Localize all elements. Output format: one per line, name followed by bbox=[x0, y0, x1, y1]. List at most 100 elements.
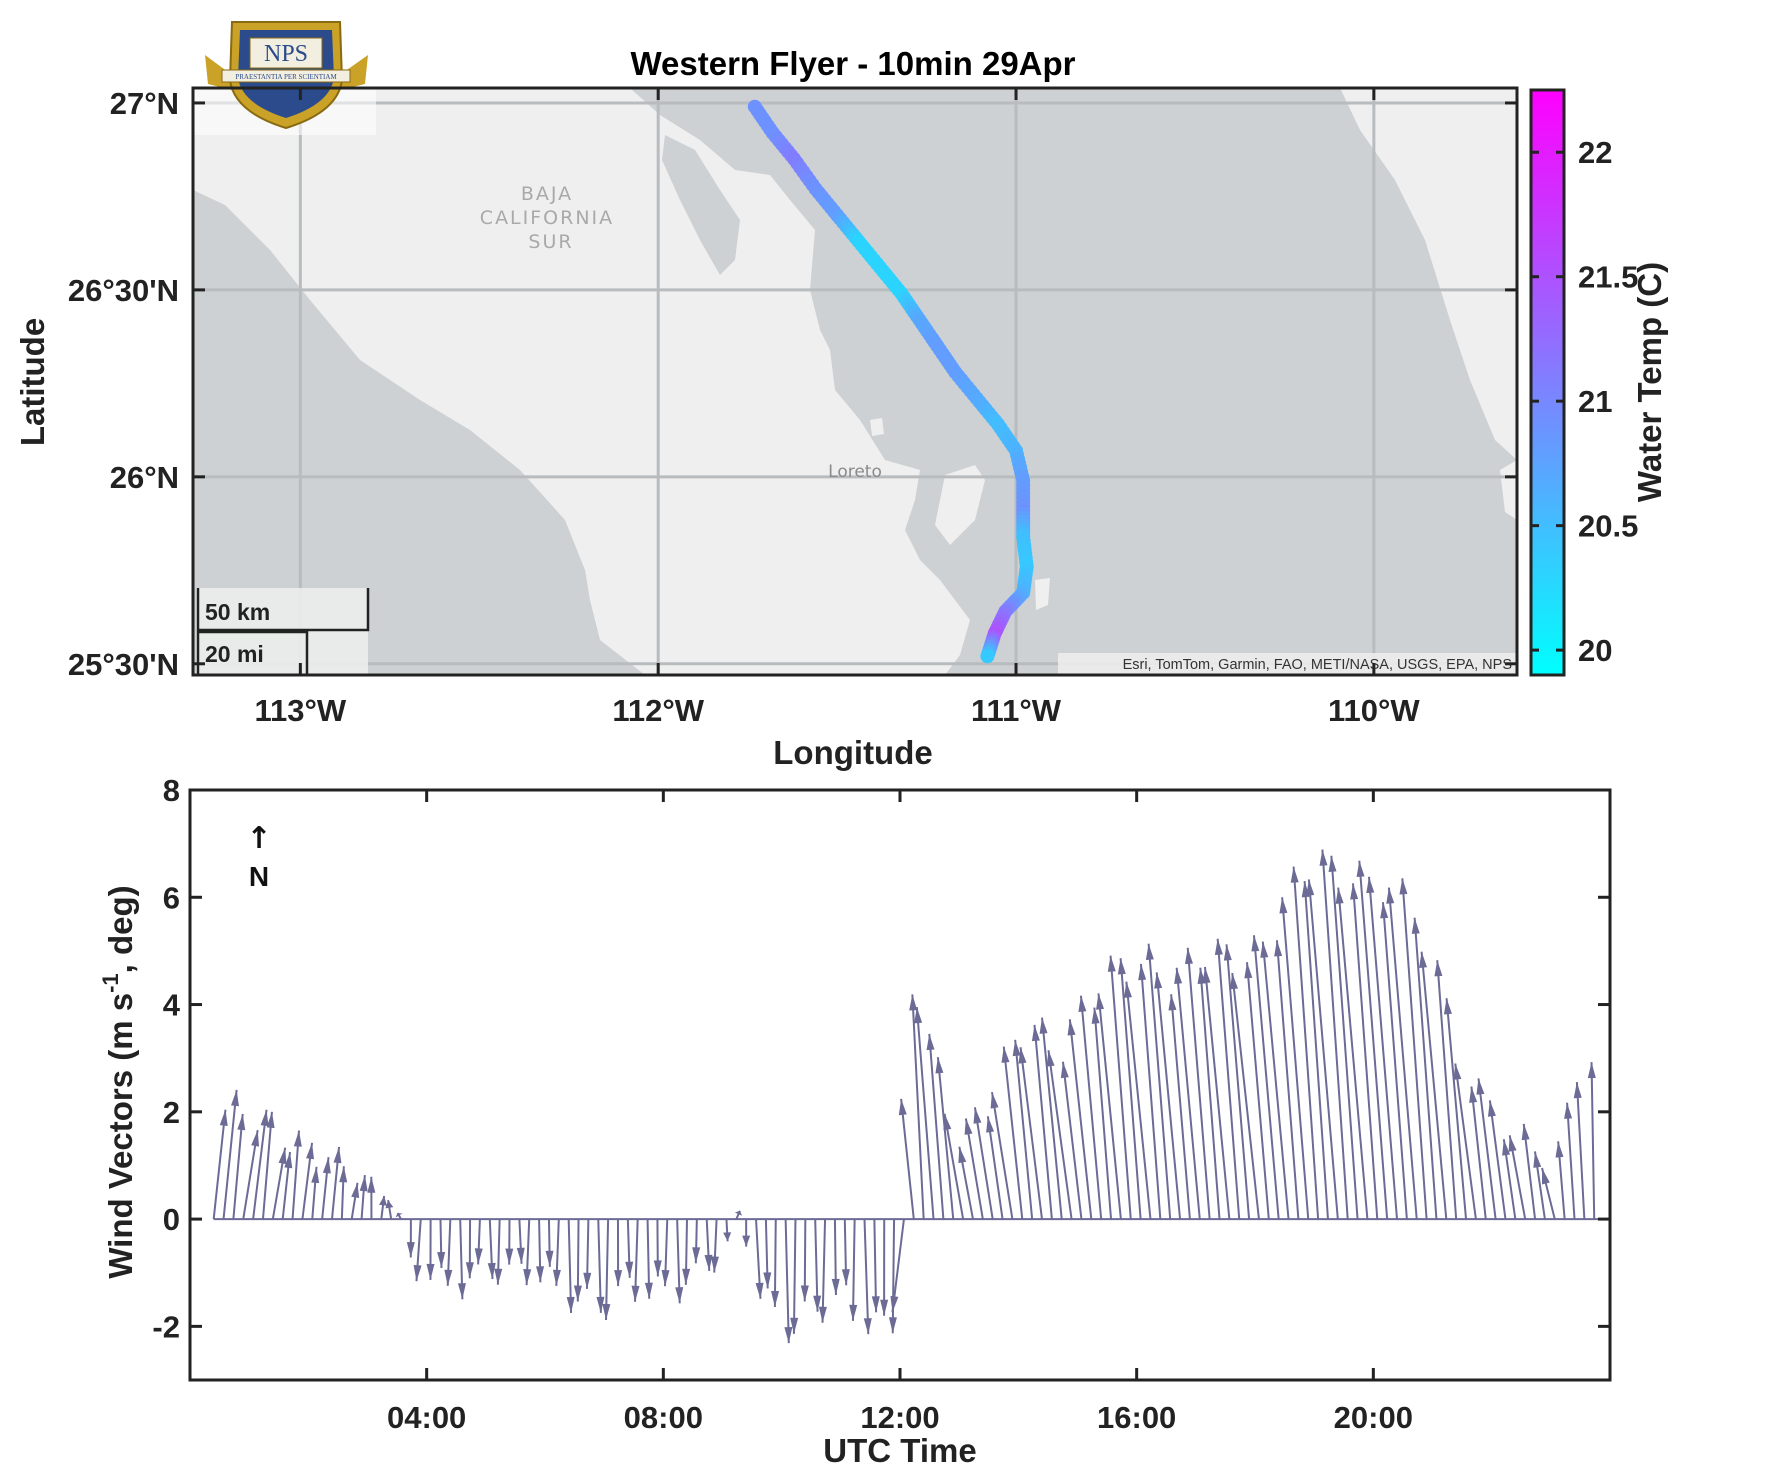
wind-vector bbox=[1337, 887, 1369, 1220]
wind-vector bbox=[1093, 1007, 1113, 1220]
north-label: N bbox=[249, 861, 269, 892]
wind-y-label: Wind Vectors (m s-1, deg) bbox=[98, 885, 139, 1278]
wind-vector-head bbox=[437, 1251, 446, 1269]
wind-vector-head bbox=[367, 1176, 376, 1193]
ship-track bbox=[747, 99, 1034, 664]
scale-bar-mi bbox=[196, 630, 309, 674]
wind-vector-head bbox=[545, 1250, 554, 1267]
wind-vector-head bbox=[251, 1130, 260, 1147]
wind-vector bbox=[1401, 878, 1428, 1220]
wind-vector-head bbox=[1319, 849, 1328, 866]
wind-vector-head bbox=[1356, 860, 1365, 877]
north-arrow-icon: ↑ bbox=[246, 821, 271, 856]
wind-vector-head bbox=[1328, 855, 1337, 872]
wind-vector-head bbox=[1386, 887, 1395, 904]
wind-vector bbox=[1590, 1062, 1596, 1220]
nps-logo: NPS PRAESTANTIA PER SCIENTIAM bbox=[193, 21, 376, 135]
map-frame bbox=[191, 86, 1519, 677]
wind-vector-head bbox=[1573, 1082, 1582, 1099]
wind-vector-head bbox=[614, 1270, 623, 1287]
wind-vector bbox=[1330, 855, 1359, 1220]
wind-vector bbox=[1019, 1047, 1043, 1220]
wind-vector-head bbox=[625, 1261, 634, 1278]
wind-vector-head bbox=[1508, 1135, 1517, 1152]
wind-vector-head bbox=[1555, 1141, 1564, 1158]
wind-vector bbox=[1061, 1061, 1083, 1220]
map-attribution: Esri, TomTom, Garmin, FAO, METI/NASA, US… bbox=[1123, 657, 1512, 673]
wind-vector bbox=[1047, 1050, 1073, 1220]
wind-vector bbox=[986, 1116, 1004, 1220]
wind-vector bbox=[943, 1113, 965, 1220]
map-x-label: Longitude bbox=[773, 734, 932, 771]
wind-vector bbox=[1275, 940, 1300, 1220]
wind-vector bbox=[1216, 938, 1241, 1220]
wind-y-tick-label: -2 bbox=[152, 1309, 180, 1344]
wind-vector-head bbox=[1091, 1007, 1100, 1024]
wind-vector bbox=[222, 1089, 238, 1220]
wind-vector-head bbox=[1366, 876, 1375, 894]
track-point bbox=[980, 649, 995, 664]
map-x-tick-label: 111°W bbox=[971, 693, 1062, 728]
wind-vector bbox=[1175, 967, 1201, 1220]
wind-vector bbox=[1155, 972, 1182, 1220]
wind-vector-head bbox=[573, 1285, 582, 1302]
logo-ribbon bbox=[221, 69, 351, 83]
wind-vector-head bbox=[1434, 960, 1443, 977]
colorbar-tick-label: 21.5 bbox=[1578, 260, 1638, 295]
wind-vector-head bbox=[1279, 897, 1288, 914]
wind-vector bbox=[991, 1091, 1014, 1220]
wind-vector-head bbox=[1012, 1039, 1021, 1057]
wind-vector bbox=[1281, 897, 1310, 1220]
wind-vector bbox=[1470, 1086, 1487, 1220]
wind-vector-head bbox=[1251, 935, 1260, 952]
map-gridlines bbox=[193, 88, 1517, 675]
wind-vector-head bbox=[973, 1107, 982, 1124]
wind-vector-head bbox=[1542, 1167, 1550, 1185]
wind-vector-head bbox=[351, 1182, 360, 1198]
wind-vector-head bbox=[516, 1247, 525, 1264]
colorbar-tick-label: 20 bbox=[1578, 633, 1612, 668]
wind-vector-head bbox=[1290, 866, 1299, 883]
wind-vector-head bbox=[552, 1269, 561, 1286]
wind-vector bbox=[1225, 944, 1251, 1220]
wind-vector-head bbox=[237, 1113, 246, 1131]
wind-vector-head bbox=[909, 994, 918, 1011]
wind-vector bbox=[1119, 958, 1142, 1220]
wind-vector-head bbox=[1001, 1046, 1010, 1063]
wind-vector bbox=[1147, 943, 1172, 1220]
wind-vector-head bbox=[849, 1304, 858, 1321]
wind-vector-head bbox=[1018, 1047, 1027, 1064]
wind-vector-head bbox=[426, 1263, 435, 1280]
wind-vector bbox=[1261, 941, 1290, 1220]
wind-plot-area bbox=[190, 790, 1610, 1380]
wind-vector-head bbox=[771, 1290, 780, 1308]
wind-vector bbox=[1203, 966, 1231, 1220]
chart-title: Western Flyer - 10min 29Apr bbox=[630, 45, 1075, 82]
wind-vector-head bbox=[1443, 998, 1452, 1015]
wind-vector bbox=[1246, 962, 1270, 1220]
wind-vector bbox=[1454, 1063, 1477, 1220]
wind-vector-head bbox=[784, 1327, 793, 1344]
wind-vector-head bbox=[494, 1268, 503, 1285]
wind-vector bbox=[1307, 879, 1339, 1220]
map-y-tick-label: 26°30'N bbox=[68, 273, 179, 308]
wind-x-label: UTC Time bbox=[823, 1432, 976, 1469]
map-city-label: Loreto bbox=[828, 462, 882, 482]
wind-y-tick-label: 2 bbox=[163, 1095, 180, 1130]
wind-x-tick-labels: 04:00 08:00 12:00 16:00 20:00 bbox=[387, 1400, 1413, 1435]
wind-vector bbox=[1068, 1019, 1093, 1220]
wind-x-tick-label: 16:00 bbox=[1097, 1400, 1176, 1435]
wind-vector bbox=[1445, 998, 1468, 1220]
wind-vector bbox=[792, 1219, 797, 1334]
wind-ticks bbox=[190, 788, 1610, 1380]
wind-vector-head bbox=[1124, 981, 1132, 998]
region-label-line: CALIFORNIA bbox=[480, 207, 614, 229]
wind-vector-head bbox=[1039, 1017, 1048, 1034]
wind-x-tick-label: 08:00 bbox=[624, 1400, 703, 1435]
wind-vector-head bbox=[863, 1318, 872, 1335]
wind-vector-head bbox=[898, 1098, 907, 1116]
map-lagoon bbox=[662, 135, 740, 275]
wind-vector-head bbox=[1078, 995, 1087, 1012]
wind-vector-head bbox=[818, 1306, 827, 1323]
